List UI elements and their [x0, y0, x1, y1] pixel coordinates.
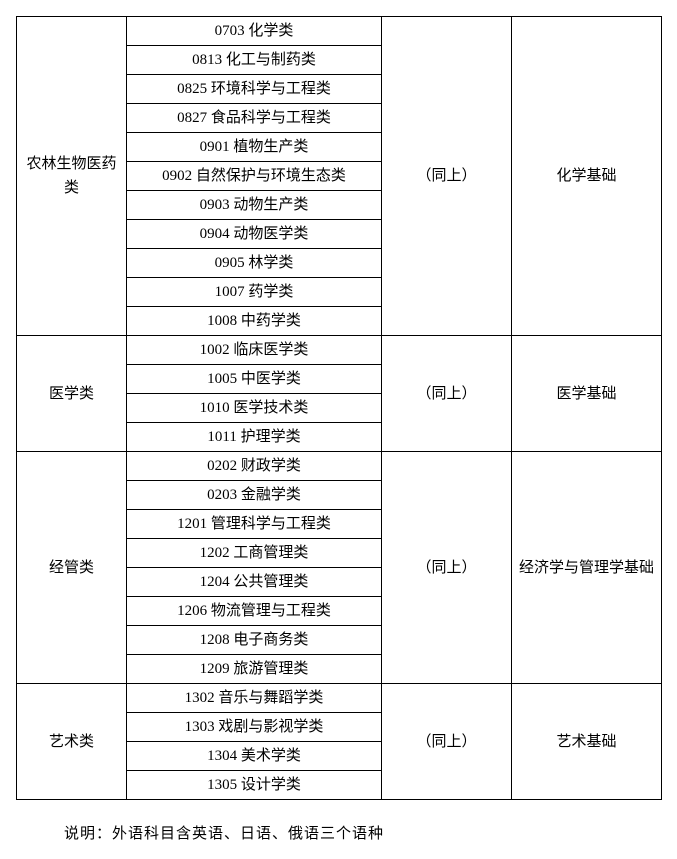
exam-ref-cell: （同上）	[382, 684, 512, 800]
major-cell: 0827 食品科学与工程类	[127, 104, 382, 133]
category-cell: 医学类	[17, 336, 127, 452]
major-cell: 1010 医学技术类	[127, 394, 382, 423]
major-cell: 1204 公共管理类	[127, 568, 382, 597]
major-cell: 0813 化工与制药类	[127, 46, 382, 75]
major-cell: 1007 药学类	[127, 278, 382, 307]
major-cell: 1011 护理学类	[127, 423, 382, 452]
exam-ref-cell: （同上）	[382, 17, 512, 336]
subject-cell: 医学基础	[512, 336, 662, 452]
major-cell: 0203 金融学类	[127, 481, 382, 510]
subject-cell: 经济学与管理学基础	[512, 452, 662, 684]
category-table-wrapper: 农林生物医药类 0703 化学类 （同上） 化学基础 0813 化工与制药类 0…	[16, 16, 661, 843]
table-row: 艺术类 1302 音乐与舞蹈学类 （同上） 艺术基础	[17, 684, 662, 713]
table-row: 农林生物医药类 0703 化学类 （同上） 化学基础	[17, 17, 662, 46]
major-cell: 1303 戏剧与影视学类	[127, 713, 382, 742]
category-cell: 农林生物医药类	[17, 17, 127, 336]
footnote: 说明：外语科目含英语、日语、俄语三个语种	[64, 822, 661, 843]
major-cell: 0703 化学类	[127, 17, 382, 46]
major-cell: 1209 旅游管理类	[127, 655, 382, 684]
major-cell: 0903 动物生产类	[127, 191, 382, 220]
category-cell: 艺术类	[17, 684, 127, 800]
category-cell: 经管类	[17, 452, 127, 684]
table-row: 医学类 1002 临床医学类 （同上） 医学基础	[17, 336, 662, 365]
major-cell: 0901 植物生产类	[127, 133, 382, 162]
table-row: 经管类 0202 财政学类 （同上） 经济学与管理学基础	[17, 452, 662, 481]
subject-cell: 艺术基础	[512, 684, 662, 800]
major-cell: 1304 美术学类	[127, 742, 382, 771]
major-cell: 0202 财政学类	[127, 452, 382, 481]
major-cell: 1302 音乐与舞蹈学类	[127, 684, 382, 713]
major-cell: 1201 管理科学与工程类	[127, 510, 382, 539]
major-cell: 0902 自然保护与环境生态类	[127, 162, 382, 191]
major-cell: 0905 林学类	[127, 249, 382, 278]
major-cell: 1202 工商管理类	[127, 539, 382, 568]
major-cell: 0825 环境科学与工程类	[127, 75, 382, 104]
major-cell: 1008 中药学类	[127, 307, 382, 336]
major-cell: 1305 设计学类	[127, 771, 382, 800]
major-cell: 1206 物流管理与工程类	[127, 597, 382, 626]
category-table: 农林生物医药类 0703 化学类 （同上） 化学基础 0813 化工与制药类 0…	[16, 16, 662, 800]
major-cell: 1005 中医学类	[127, 365, 382, 394]
major-cell: 1002 临床医学类	[127, 336, 382, 365]
major-cell: 0904 动物医学类	[127, 220, 382, 249]
major-cell: 1208 电子商务类	[127, 626, 382, 655]
exam-ref-cell: （同上）	[382, 336, 512, 452]
exam-ref-cell: （同上）	[382, 452, 512, 684]
subject-cell: 化学基础	[512, 17, 662, 336]
